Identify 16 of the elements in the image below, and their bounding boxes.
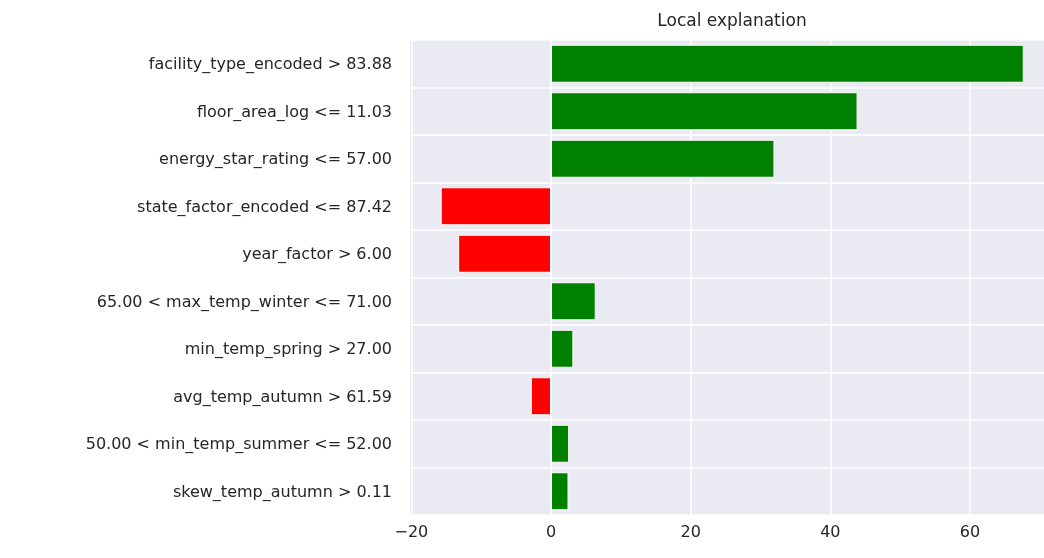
y-tick-label: 50.00 < min_temp_summer <= 52.00	[85, 434, 392, 455]
x-tick-label: 0	[545, 521, 557, 541]
x-tick-label: −20	[394, 521, 429, 541]
y-tick-label: min_temp_spring > 27.00	[184, 339, 392, 360]
y-tick-label: avg_temp_autumn > 61.59	[173, 386, 392, 407]
y-tick-label: floor_area_log <= 11.03	[196, 101, 392, 122]
chart-title: Local explanation	[657, 9, 807, 30]
y-tick-label: state_factor_encoded <= 87.42	[137, 196, 392, 217]
y-tick-label: skew_temp_autumn > 0.11	[172, 481, 392, 502]
x-tick-label: 60	[959, 521, 981, 541]
x-tick-label: 40	[820, 521, 841, 541]
y-tick-label: energy_star_rating <= 57.00	[159, 149, 392, 170]
x-tick-label: 20	[680, 521, 701, 541]
y-tick-label: facility_type_encoded > 83.88	[148, 54, 392, 75]
y-tick-label: year_factor > 6.00	[242, 244, 392, 265]
y-tick-label: 65.00 < max_temp_winter <= 71.00	[96, 291, 392, 312]
